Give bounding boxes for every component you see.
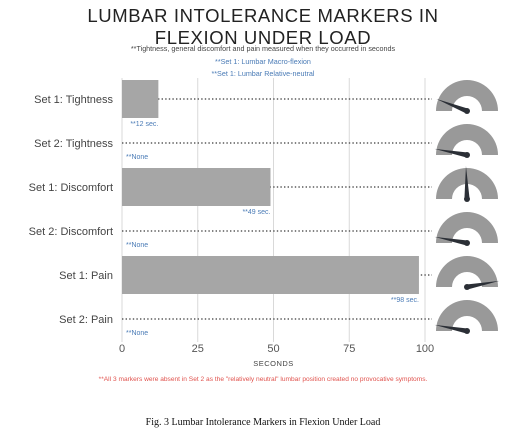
category-label: Set 1: Discomfort: [29, 182, 113, 194]
gauge-needle: [434, 236, 468, 246]
gauge-hub: [464, 108, 470, 114]
gauge-needle: [434, 148, 468, 158]
figure-caption: Fig. 3 Lumbar Intolerance Markers in Fle…: [145, 417, 381, 428]
gauge-needle: [436, 98, 468, 114]
gauge-arc: [436, 212, 498, 243]
data-label: **None: [126, 242, 148, 249]
bar: [122, 168, 271, 206]
x-tick-label: 100: [416, 343, 434, 355]
data-label: **98 sec.: [391, 297, 419, 304]
data-label: **None: [126, 154, 148, 161]
gauge-hub: [464, 240, 470, 246]
gauge-needle: [434, 324, 468, 334]
note-set-1: **Set 1: Lumbar Macro-flexion: [215, 57, 311, 66]
gauge-needle: [466, 280, 500, 290]
category-label: Set 2: Tightness: [34, 138, 113, 150]
gauge-hub: [464, 328, 470, 334]
category-label: Set 2: Pain: [59, 314, 113, 326]
chart-title-line-1: LUMBAR INTOLERANCE MARKERS IN: [87, 5, 439, 26]
chart-subtitle: **Tightness, general discomfort and pain…: [130, 44, 396, 53]
gauge-arc: [436, 80, 498, 111]
x-tick-label: 25: [192, 343, 204, 355]
gauge-hub: [464, 152, 470, 158]
gauge-hub: [464, 196, 470, 202]
gauge-arc: [436, 300, 498, 331]
chart-title-line-2: FLEXION UNDER LOAD: [154, 27, 372, 48]
x-tick-label: 75: [343, 343, 355, 355]
x-axis-label: SECONDS: [253, 359, 294, 368]
gauge-needle: [464, 166, 470, 200]
chart-footnote: **All 3 markers were absent in Set 2 as …: [98, 376, 428, 383]
bar: [122, 80, 159, 118]
data-label: **49 sec.: [242, 209, 270, 216]
gauge-arc: [436, 124, 498, 155]
bar: [122, 256, 419, 294]
x-tick-label: 50: [267, 343, 279, 355]
data-label: **12 sec.: [130, 121, 158, 128]
category-label: Set 2: Discomfort: [29, 226, 113, 238]
note-set-2: **Set 1: Lumbar Relative-neutral: [211, 69, 315, 78]
x-tick-label: 0: [119, 343, 125, 355]
gauge-arc: [436, 256, 498, 287]
gauge-hub: [464, 284, 470, 290]
data-label: **None: [126, 330, 148, 337]
category-label: Set 1: Tightness: [34, 94, 113, 106]
category-label: Set 1: Pain: [59, 270, 113, 282]
